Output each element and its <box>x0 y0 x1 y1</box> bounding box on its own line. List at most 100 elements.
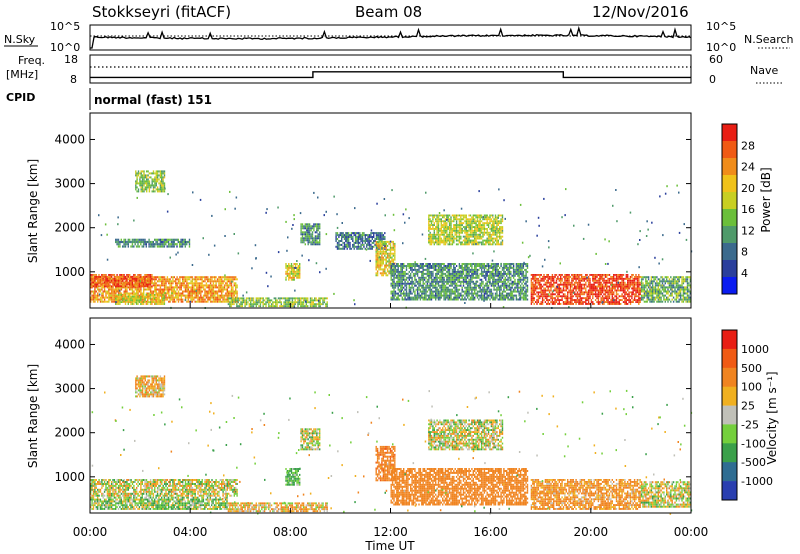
heat-cell <box>492 296 494 299</box>
heat-cell <box>105 300 107 303</box>
heat-cell <box>472 292 474 295</box>
power-heatmap <box>90 170 693 310</box>
heat-cell <box>476 294 479 297</box>
heat-cell <box>480 280 483 283</box>
heat-cell <box>550 277 552 280</box>
heat-cell <box>308 301 310 304</box>
heat-cell <box>514 270 516 273</box>
heat-cell <box>156 280 159 283</box>
heat-cell <box>341 236 343 238</box>
heat-cell <box>148 281 150 284</box>
heat-cell <box>301 223 304 226</box>
heat-cell <box>214 286 216 289</box>
heat-cell <box>248 297 250 300</box>
heat-cell <box>187 282 189 285</box>
heat-cell <box>475 286 477 289</box>
heat-cell <box>478 228 480 230</box>
heat-cell <box>200 278 202 281</box>
heat-cell <box>183 282 185 285</box>
heat-cell <box>429 270 431 273</box>
heat-cell <box>455 218 458 221</box>
heat-cell <box>390 268 392 271</box>
heat-cell <box>138 276 141 279</box>
heat-cell <box>469 274 472 277</box>
heat-cell <box>398 280 401 283</box>
heat-cell <box>184 284 187 287</box>
heat-cell <box>519 272 522 275</box>
heat-cell <box>500 265 502 267</box>
heat-cell <box>448 224 451 226</box>
heat-cell <box>508 282 511 285</box>
heat-cell <box>183 284 185 287</box>
heat-cell <box>112 277 114 280</box>
heat-cell <box>170 282 173 285</box>
heat-cell <box>375 254 377 257</box>
heat-cell <box>429 220 431 223</box>
heat-cell <box>376 258 379 261</box>
heat-cell <box>461 294 463 297</box>
heat-cell <box>524 290 526 293</box>
heat-cell <box>110 286 113 289</box>
heat-cell <box>486 280 488 283</box>
heat-cell <box>159 292 162 295</box>
heat-cell <box>468 290 470 293</box>
heat-cell <box>211 280 213 283</box>
heat-cell <box>501 241 504 244</box>
heat-cell <box>122 283 124 286</box>
heat-cell <box>166 292 169 295</box>
heat-cell <box>116 283 118 286</box>
heat-cell <box>494 265 497 267</box>
heat-cell <box>394 258 396 261</box>
heat-cell <box>522 284 525 287</box>
heat-cell <box>472 222 474 225</box>
heat-cell <box>116 303 118 305</box>
heat-cell <box>352 240 354 242</box>
heat-cell <box>166 288 169 291</box>
heat-cell <box>457 239 459 242</box>
heat-cell <box>403 272 405 275</box>
heat-cell <box>375 258 377 261</box>
heat-cell <box>120 293 122 296</box>
heat-cell <box>496 268 498 271</box>
heat-cell <box>158 280 160 283</box>
heat-cell <box>394 248 396 251</box>
heat-cell <box>565 287 567 290</box>
heat-cell <box>571 279 573 282</box>
heat-cell <box>564 274 566 276</box>
heat-cell <box>140 286 142 289</box>
heat-cell <box>555 289 558 292</box>
heat-cell <box>154 286 156 289</box>
heat-cell <box>317 237 319 240</box>
heat-cell <box>435 274 437 277</box>
heat-cell <box>140 274 142 276</box>
heat-cell <box>483 266 486 269</box>
heat-cell <box>555 279 558 282</box>
heat-cell <box>458 272 461 275</box>
heat-cell <box>214 298 216 301</box>
heat-cell <box>90 286 92 289</box>
heat-cell <box>308 227 311 230</box>
heat-cell <box>91 294 93 297</box>
heat-cell <box>558 289 560 292</box>
heat-cell <box>394 252 396 255</box>
heat-cell <box>176 298 178 301</box>
heat-cell <box>440 288 442 291</box>
heat-cell <box>133 277 135 280</box>
heat-cell <box>568 274 570 276</box>
heat-cell <box>521 286 523 289</box>
heat-cell <box>375 232 378 235</box>
heat-cell <box>145 275 147 278</box>
heat-cell <box>464 241 466 244</box>
heat-cell <box>342 245 344 248</box>
heat-cell <box>144 288 146 291</box>
heat-cell <box>282 305 284 308</box>
heat-cell <box>447 294 449 297</box>
heat-cell <box>435 296 437 299</box>
heat-cell <box>103 290 106 293</box>
heat-cell <box>190 280 192 283</box>
heat-cell <box>173 280 175 283</box>
heat-cell <box>432 294 434 297</box>
heat-cell <box>455 288 458 291</box>
heat-cell <box>219 286 221 289</box>
heat-cell <box>108 279 110 282</box>
